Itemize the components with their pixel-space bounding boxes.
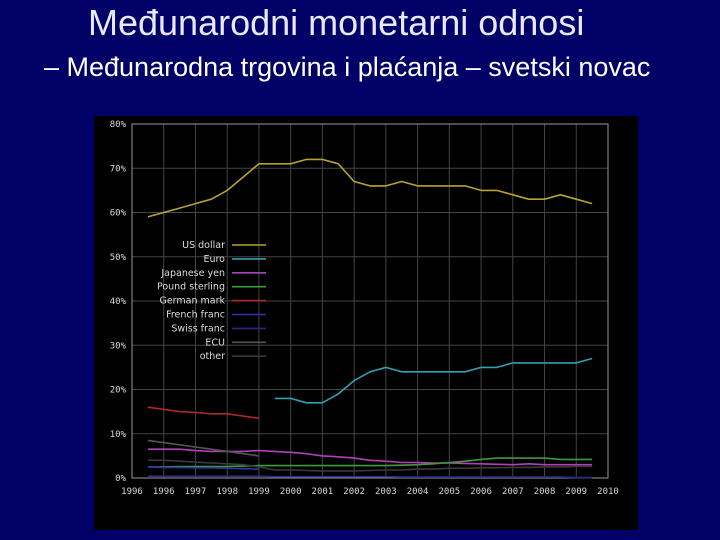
series-line-euro	[274, 357, 593, 404]
series-line-german-mark	[147, 406, 260, 420]
series-line-other	[147, 459, 593, 472]
x-tick-label: 1998	[216, 487, 238, 497]
y-tick-label: 10%	[110, 430, 127, 440]
y-tick-label: 20%	[110, 386, 127, 396]
y-axis-ticks: 0% 10% 20% 30% 40% 50% 60% 70% 80%	[110, 120, 127, 484]
x-tick-label: 2006	[470, 487, 492, 497]
grid	[131, 123, 609, 479]
series-lines	[147, 158, 593, 479]
x-axis-ticks: 1996 1996 1997 1998 1999 2000 2001 2002 2003 2004…	[121, 487, 619, 497]
x-tick-label: 1996	[121, 487, 143, 497]
series-line-swiss-franc	[147, 475, 593, 479]
x-tick-label: 1999	[248, 487, 270, 497]
x-tick-label: 2009	[565, 487, 587, 497]
x-tick-label: 2001	[312, 487, 334, 497]
x-tick-label: 2004	[407, 487, 429, 497]
x-tick-label: 1997	[185, 487, 207, 497]
series-line-pound-sterling	[147, 457, 593, 468]
x-tick-label: 2010	[597, 487, 619, 497]
series-line-french-franc	[147, 466, 259, 470]
currency-share-chart: 0% 10% 20% 30% 40% 50% 60% 70% 80% 1996 1996 1997 1…	[94, 116, 638, 530]
x-tick-label: 2008	[534, 487, 556, 497]
y-tick-label: 30%	[110, 341, 127, 351]
y-tick-label: 80%	[110, 120, 127, 130]
legend-label-pound-sterling: Pound sterling	[157, 282, 225, 293]
legend-label-euro: Euro	[203, 254, 225, 265]
y-tick-label: 0%	[115, 474, 126, 484]
slide-subtitle: – Međunarodna trgovina i plaćanja – svet…	[44, 52, 651, 82]
series-line-us-dollar	[147, 158, 593, 218]
legend-label-japanese-yen: Japanese yen	[160, 268, 225, 279]
x-tick-label: 2002	[343, 487, 365, 497]
x-tick-label: 2007	[502, 487, 524, 497]
y-tick-label: 70%	[110, 164, 127, 174]
legend-label-french-franc: French franc	[166, 310, 225, 321]
y-tick-label: 60%	[110, 209, 127, 219]
x-tick-label: 2005	[438, 487, 460, 497]
x-tick-label: 2003	[375, 487, 397, 497]
legend-label-ecu: ECU	[205, 337, 225, 348]
legend-label-us-dollar: US dollar	[182, 240, 225, 251]
y-tick-label: 50%	[110, 253, 127, 263]
chart-svg: 0%10%20%30%40%50%60%70%80% 1996 1996 1997 1…	[94, 116, 638, 530]
series-line-ecu	[147, 439, 260, 457]
y-tick-label: 40%	[110, 297, 127, 307]
plot-frame	[131, 123, 609, 479]
slide-title: Međunarodni monetarni odnosi	[88, 2, 585, 43]
x-tick-label: 2000	[280, 487, 302, 497]
legend-label-german-mark: German mark	[159, 296, 225, 307]
legend-label-other: other	[200, 351, 225, 362]
x-tick-label: 1996	[153, 487, 175, 497]
legend-label-swiss-franc: Swiss franc	[171, 323, 225, 334]
legend: US dollar Euro Japanese yen Pound sterling G…	[157, 240, 266, 362]
